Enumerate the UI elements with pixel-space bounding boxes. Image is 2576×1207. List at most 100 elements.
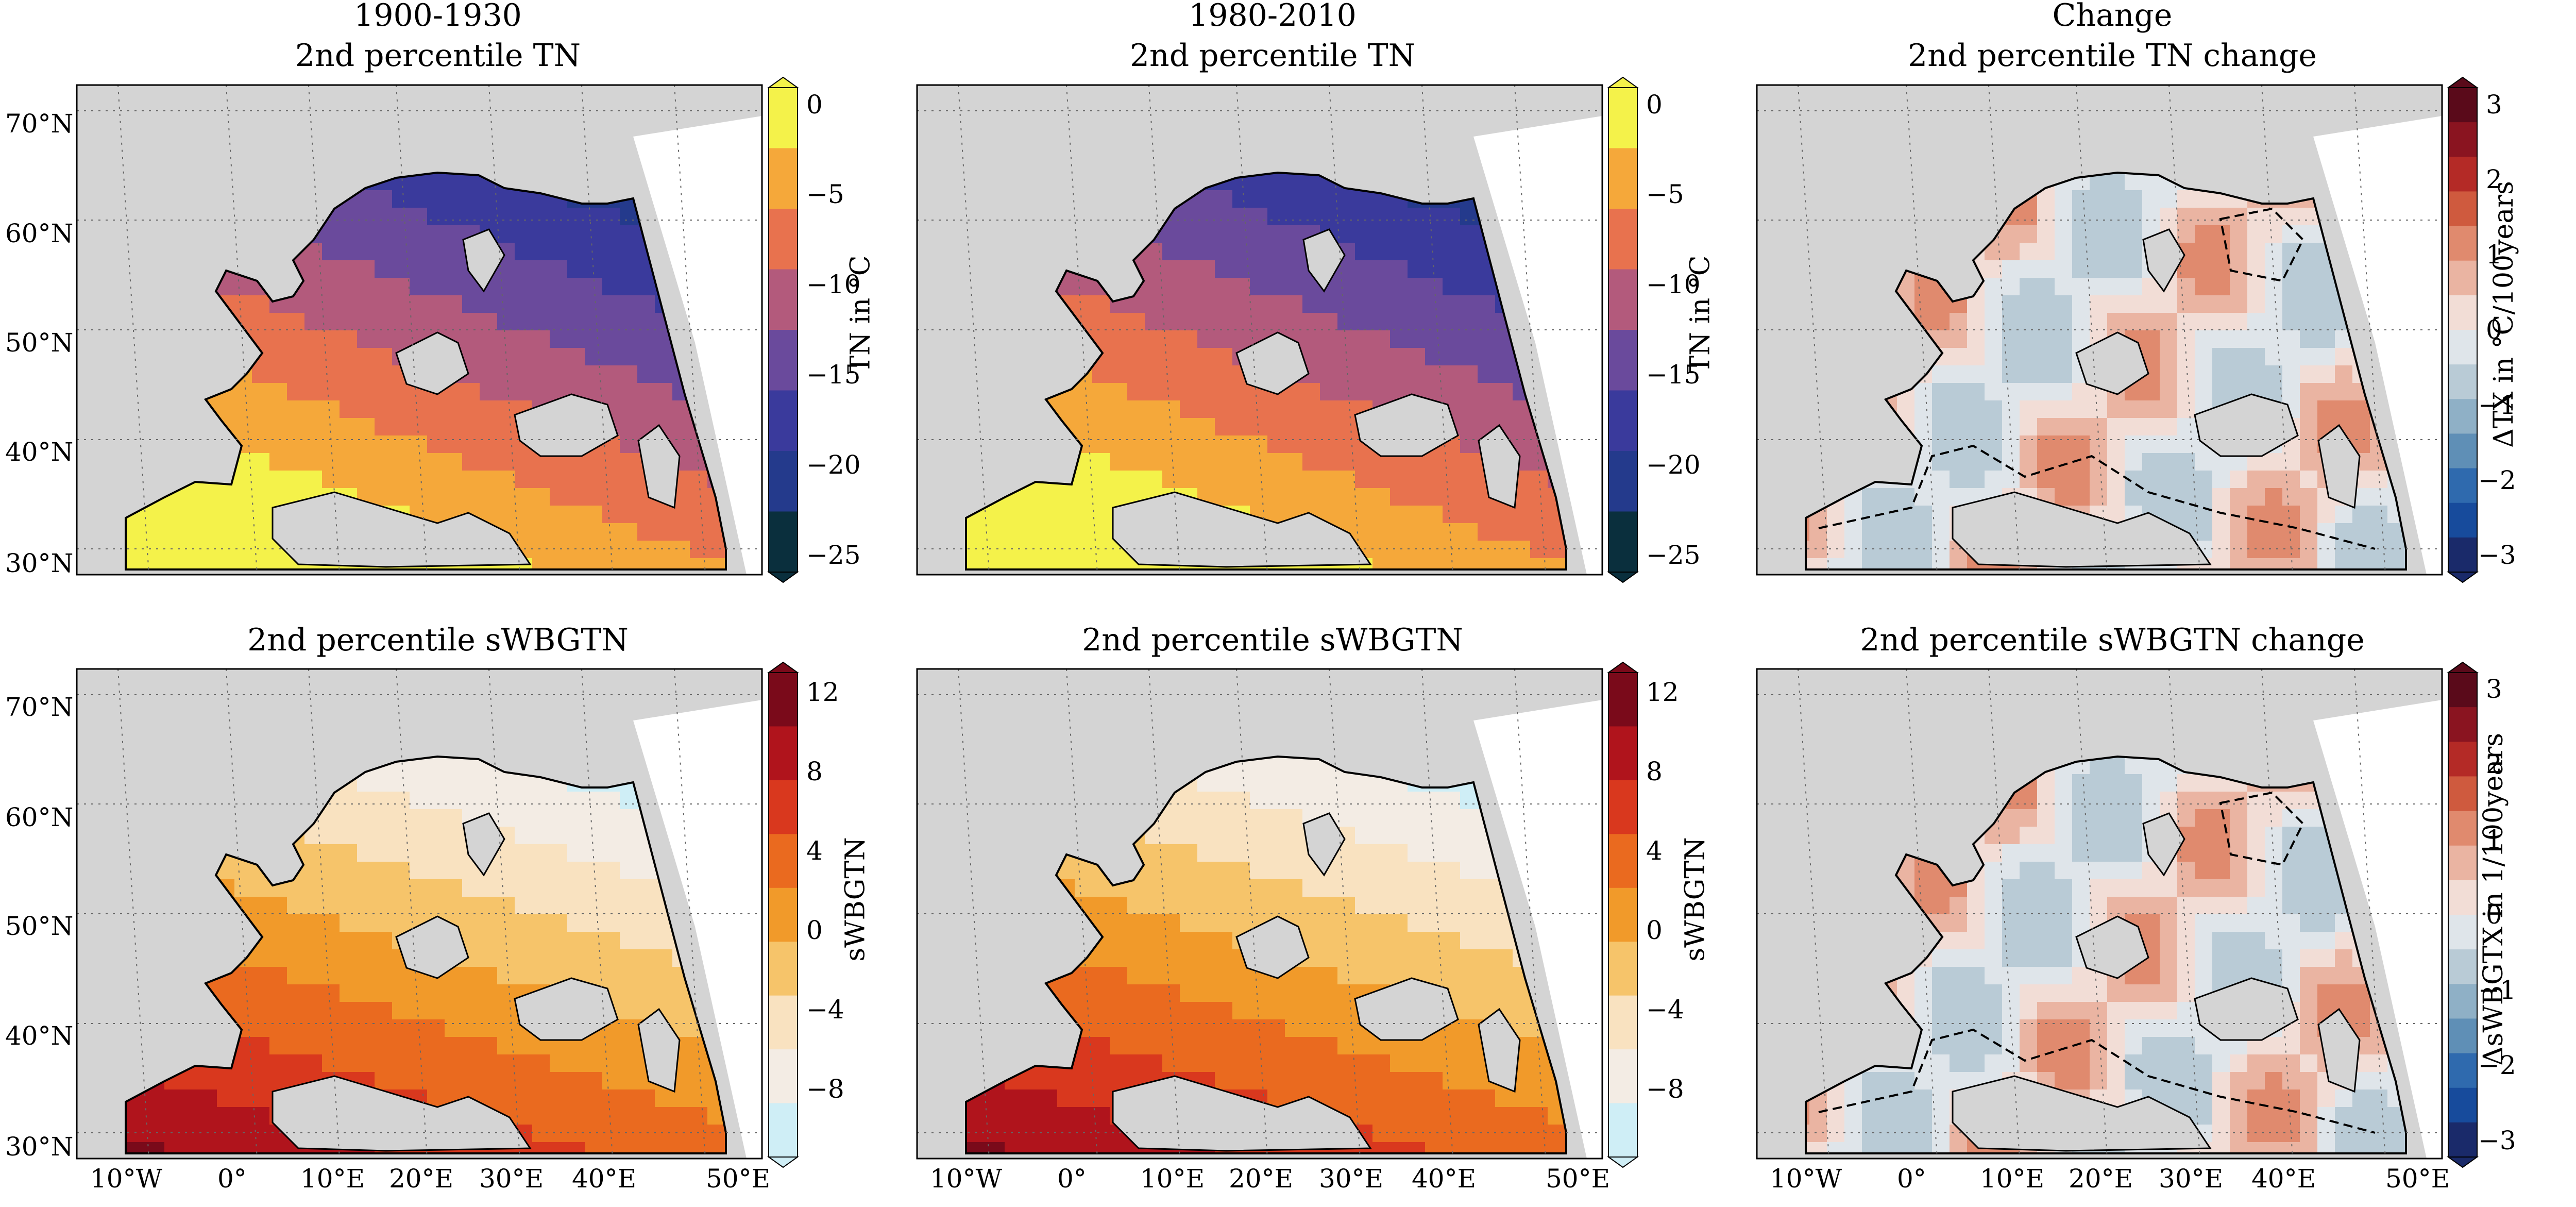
grid-cell — [252, 313, 270, 331]
grid-cell — [515, 260, 533, 278]
grid-cell — [427, 190, 445, 208]
grid-cell — [392, 453, 410, 471]
grid-cell — [217, 1142, 235, 1153]
grid-cell — [2195, 330, 2213, 348]
grid-cell — [1197, 313, 1215, 331]
grid-cell — [445, 453, 463, 471]
grid-cell — [1267, 774, 1285, 792]
grid-cell — [287, 1037, 305, 1055]
grid-cell — [199, 1072, 217, 1090]
grid-cell — [304, 984, 323, 1002]
grid-cell — [2160, 453, 2178, 471]
sea — [1354, 393, 1459, 457]
grid-cell — [1495, 365, 1513, 383]
grid-cell — [1215, 313, 1233, 331]
grid-cell — [480, 879, 498, 897]
grid-cell — [2300, 471, 2318, 489]
grid-cell — [445, 774, 463, 792]
grid-cell — [2107, 173, 2125, 191]
grid-cell — [1232, 792, 1250, 810]
grid-cell — [2160, 418, 2178, 436]
grid-cell — [269, 1002, 287, 1020]
grid-cell — [1372, 260, 1391, 278]
grid-cell — [672, 1142, 690, 1153]
grid-cell — [1513, 558, 1531, 569]
grid-cell — [2090, 225, 2108, 243]
grid-cell — [1390, 330, 1408, 348]
grid-cell — [322, 278, 340, 296]
grid-cell — [252, 984, 270, 1002]
grid-cell — [1967, 383, 1985, 401]
grid-cell — [966, 523, 970, 541]
grid-cell — [340, 243, 358, 261]
grid-cell — [445, 1072, 463, 1090]
grid-cell — [252, 418, 270, 436]
grid-cell — [550, 809, 568, 827]
grid-cell — [427, 208, 445, 226]
grid-cell — [1197, 365, 1215, 383]
grid-cell — [1425, 792, 1443, 810]
grid-cell — [1495, 400, 1513, 418]
grid-cell — [585, 541, 603, 559]
grid-cell — [462, 1054, 480, 1072]
grid-cell — [672, 523, 690, 541]
grid-cell — [2055, 278, 2073, 296]
grid-cell — [410, 278, 428, 296]
grid-cell — [585, 383, 603, 401]
grid-cell — [2125, 190, 2143, 208]
grid-cell — [1215, 827, 1233, 845]
grid-cell — [269, 984, 287, 1002]
grid-cell — [2265, 383, 2283, 401]
grid-cell — [2020, 225, 2038, 243]
grid-cell — [585, 844, 603, 862]
grid-cell — [567, 1107, 585, 1125]
grid-cell — [2072, 488, 2090, 506]
grid-cell — [2282, 330, 2300, 348]
grid-cell — [672, 1089, 690, 1108]
grid-cell — [515, 827, 533, 845]
grid-cell — [2212, 260, 2230, 278]
grid-cell — [357, 879, 375, 897]
grid-cell — [1355, 260, 1373, 278]
grid-cell — [1932, 295, 1950, 313]
grid-cell — [2072, 471, 2090, 489]
grid-cell — [585, 243, 603, 261]
grid-cell — [1267, 400, 1285, 418]
grid-cell — [1460, 453, 1478, 471]
grid-cell — [497, 792, 515, 810]
grid-cell — [217, 541, 235, 559]
grid-cell — [550, 348, 568, 366]
grid-cell — [585, 1054, 603, 1072]
grid-cell — [1460, 844, 1478, 862]
grid-cell — [497, 949, 515, 967]
grid-cell — [1285, 260, 1303, 278]
grid-cell — [1302, 774, 1320, 792]
grid-cell — [2090, 488, 2108, 506]
grid-cell — [970, 523, 988, 541]
grid-cell — [550, 792, 568, 810]
grid-cell — [164, 506, 182, 524]
grid-cell — [1372, 348, 1391, 366]
grid-cell — [2142, 190, 2160, 208]
grid-cell — [2002, 313, 2020, 331]
grid-cell — [480, 208, 498, 226]
sea — [514, 977, 619, 1041]
grid-cell — [2177, 506, 2195, 524]
grid-cell — [1145, 365, 1163, 383]
grid-cell — [2072, 383, 2090, 401]
grid-cell — [2125, 260, 2143, 278]
grid-cell — [515, 967, 533, 985]
grid-cell — [1232, 809, 1250, 827]
grid-cell — [410, 260, 428, 278]
grid-cell — [2002, 260, 2020, 278]
grid-cell — [1180, 330, 1198, 348]
grid-cell — [2300, 330, 2318, 348]
grid-cell — [182, 1142, 200, 1153]
sea — [1478, 424, 1521, 509]
grid-cell — [1215, 348, 1233, 366]
grid-cell — [1460, 418, 1478, 436]
grid-cell — [655, 1107, 673, 1125]
grid-cell — [304, 967, 323, 985]
grid-cell — [1478, 365, 1496, 383]
grid-cell — [1408, 208, 1426, 226]
